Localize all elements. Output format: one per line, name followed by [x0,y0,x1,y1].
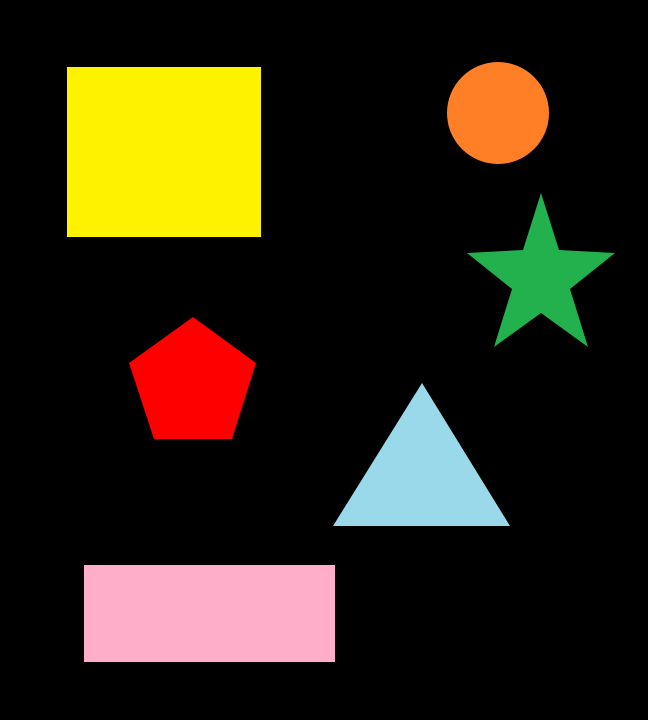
orange-circle [447,62,549,164]
pink-rectangle [84,565,335,662]
red-pentagon [129,317,256,439]
light-blue-triangle [333,383,510,526]
yellow-square [67,67,261,237]
green-star [467,193,615,347]
